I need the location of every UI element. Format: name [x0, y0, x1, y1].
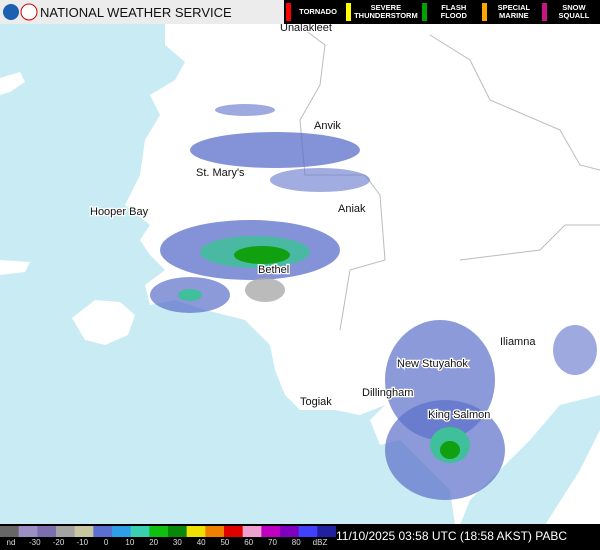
warning-item: SEVERE THUNDERSTORM [344, 0, 420, 24]
scale-label: 10 [125, 538, 135, 547]
warning-item: SPECIAL MARINE [480, 0, 540, 24]
scale-label: -20 [52, 538, 65, 547]
warning-item: FLASH FLOOD [420, 0, 480, 24]
scale-label: 20 [149, 538, 159, 547]
scale-label: 50 [220, 538, 230, 547]
warning-color [421, 3, 427, 21]
scale-swatch [205, 526, 225, 537]
scale-swatch [18, 526, 38, 537]
header: NATIONAL WEATHER SERVICE TORNADO SEVERE T… [0, 0, 600, 24]
place-label: New Stuyahok [397, 358, 468, 370]
scale-label: -30 [28, 538, 41, 547]
warning-label: SEVERE THUNDERSTORM [354, 3, 418, 20]
scale-swatch [112, 526, 132, 537]
place-label: Bethel [258, 264, 289, 276]
scale-label: dBZ [312, 538, 328, 547]
warning-color [481, 3, 487, 21]
warning-color [346, 3, 352, 21]
logos [3, 3, 38, 21]
scale-label: 40 [196, 538, 206, 547]
scale-label: 80 [291, 538, 301, 547]
scale-label: -10 [76, 538, 89, 547]
warning-label: TORNADO [299, 7, 337, 16]
scale-swatch [261, 526, 281, 537]
place-label: Unalakleet [280, 22, 332, 34]
scale-swatch [130, 526, 150, 537]
cape [0, 260, 30, 275]
scale-swatch [298, 526, 318, 537]
place-label: Aniak [338, 203, 366, 215]
place-label: King Salmon [428, 409, 490, 421]
warning-label: FLASH FLOOD [440, 3, 467, 20]
scale-swatch [74, 526, 94, 537]
warning-item: SNOW SQUALL [540, 0, 600, 24]
timestamp: 11/10/2025 03:58 UTC (18:58 AKST) [336, 529, 532, 543]
place-labels: Unalakleet Anvik St. Mary's Aniak Hooper Bay… [89, 21, 538, 423]
place-label: St. Mary's [196, 167, 245, 179]
warning-label: SNOW SQUALL [558, 3, 590, 20]
warning-item: TORNADO [284, 0, 344, 24]
scale-swatch [317, 526, 336, 537]
scale-swatch [186, 526, 206, 537]
coast-land [0, 72, 25, 95]
warning-label: SPECIAL MARINE [497, 3, 531, 20]
scale-label: 30 [172, 538, 182, 547]
scale-swatch [242, 526, 262, 537]
scale-swatch [56, 526, 76, 537]
scale-swatch [168, 526, 188, 537]
place-label: Togiak [300, 396, 332, 408]
scale-label: 60 [244, 538, 254, 547]
scale-swatch [280, 526, 300, 537]
scale-swatch [149, 526, 169, 537]
agency-title: NATIONAL WEATHER SERVICE [40, 4, 232, 20]
scale-label: 70 [268, 538, 277, 547]
scale-label: 0 [103, 538, 109, 547]
radar-echoes [150, 104, 597, 500]
scale-label: nd [6, 538, 16, 547]
place-label: Iliamna [500, 336, 536, 348]
scale-swatch [224, 526, 244, 537]
warning-color [286, 3, 291, 21]
scale-swatch [37, 526, 57, 537]
timestamp-line: 11/10/2025 03:58 UTC (18:58 AKST) PABC [336, 529, 567, 543]
station: PABC [535, 529, 568, 543]
island [72, 300, 135, 345]
land [125, 24, 600, 525]
place-label: Dillingham [362, 387, 413, 399]
place-label: Hooper Bay [90, 206, 149, 218]
warning-color [541, 3, 547, 21]
color-scale [0, 526, 336, 537]
place-label: Anvik [314, 120, 341, 132]
scale-swatch [0, 526, 20, 537]
agency: NATIONAL WEATHER SERVICE [0, 0, 284, 24]
warning-legend: TORNADO SEVERE THUNDERSTORM FLASH FLOOD SPE… [284, 0, 600, 24]
scale-swatch [93, 526, 113, 537]
footer [0, 524, 600, 550]
